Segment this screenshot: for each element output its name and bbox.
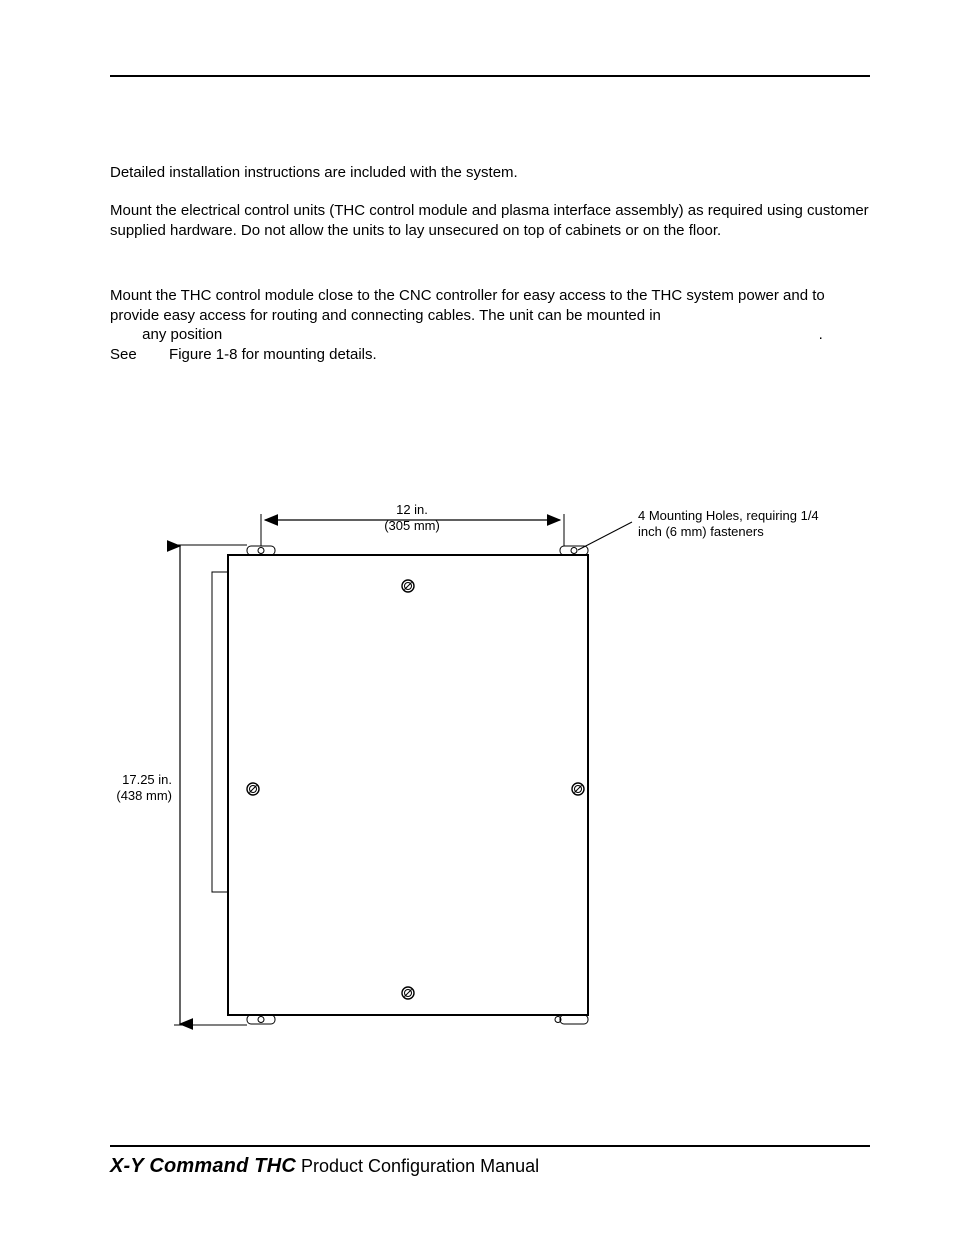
figure-1-8: 12 in.(305 mm) 17.25 in.(438 mm) 4 Mountin… (110, 480, 870, 1040)
p3-dot: . (819, 326, 823, 343)
paragraph-intro: Detailed installation instructions are i… (110, 163, 870, 183)
footer-rule (110, 1145, 870, 1147)
footer-rest: Product Configuration Manual (296, 1156, 539, 1176)
paragraph-mount-module: Mount the THC control module close to th… (110, 286, 870, 364)
footer-brand: X-Y Command THC (110, 1155, 296, 1177)
svg-text:inch (6 mm) fasteners: inch (6 mm) fasteners (638, 524, 764, 539)
svg-text:17.25 in.: 17.25 in. (122, 772, 172, 787)
svg-text:12 in.: 12 in. (396, 502, 428, 517)
svg-text:(305 mm): (305 mm) (384, 518, 440, 533)
diagram-svg: 12 in.(305 mm) 17.25 in.(438 mm) 4 Mountin… (110, 480, 870, 1040)
svg-text:4 Mounting Holes, requiring 1/: 4 Mounting Holes, requiring 1/4 (638, 508, 819, 523)
p3-main: Mount the THC control module close to th… (110, 287, 825, 324)
header-rule (110, 75, 870, 77)
p4-rest: Figure 1-8 for mounting details. (169, 346, 377, 363)
footer-text: X-Y Command THC Product Configuration Ma… (110, 1155, 539, 1178)
p4-see: See (110, 346, 137, 363)
svg-text:(438 mm): (438 mm) (116, 788, 172, 803)
p3-anyposition: any position (142, 326, 222, 343)
paragraph-mount-units: Mount the electrical control units (THC … (110, 201, 870, 240)
